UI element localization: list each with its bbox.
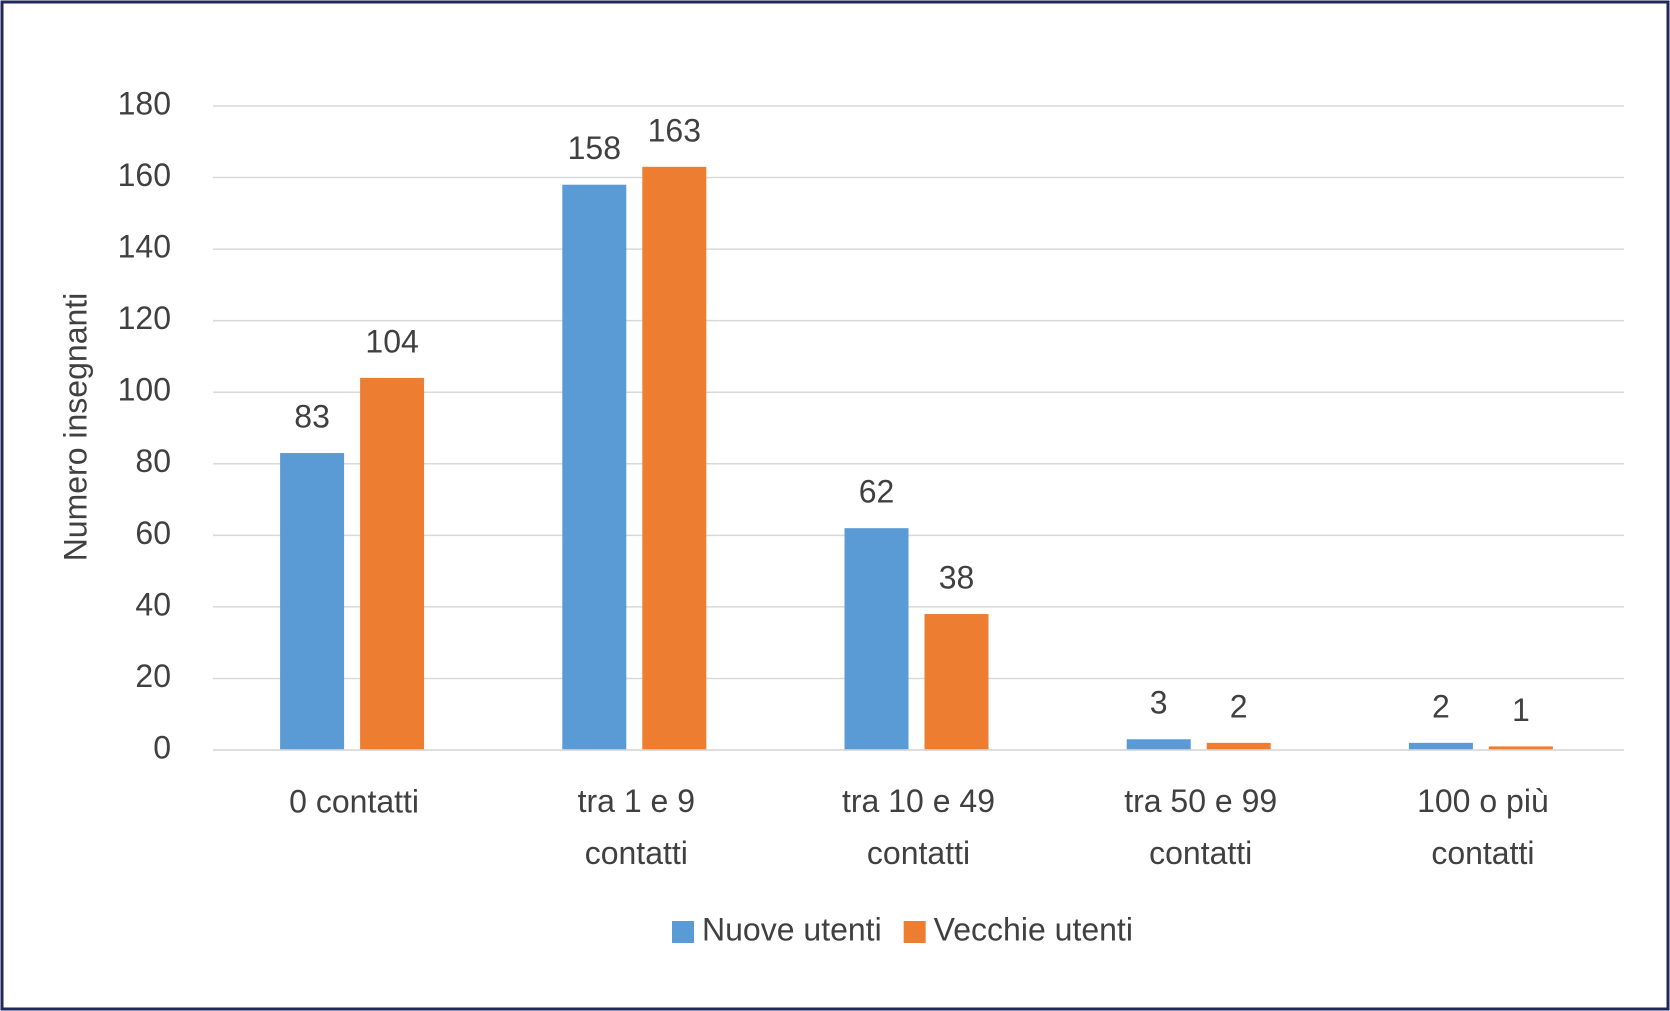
legend-label: Vecchie utenti — [934, 911, 1133, 947]
bar — [642, 166, 707, 751]
y-tick-label: 0 — [153, 729, 171, 765]
y-tick-label: 120 — [118, 300, 171, 336]
bar — [844, 528, 909, 750]
legend-label: Nuove utenti — [702, 911, 882, 947]
data-label: 1 — [1512, 692, 1530, 728]
x-tick-label: tra 10 e 49 contatti — [842, 783, 995, 871]
bar — [1408, 742, 1473, 750]
data-label: 83 — [294, 398, 330, 434]
bar — [924, 614, 989, 750]
y-tick-label: 180 — [118, 85, 171, 121]
y-tick-label: 40 — [135, 586, 171, 622]
x-tick-label: 0 contatti — [289, 783, 419, 819]
x-tick-label: 100 o più contatti — [1417, 783, 1549, 871]
y-tick-label: 160 — [118, 157, 171, 193]
y-tick-label: 80 — [135, 443, 171, 479]
legend-swatch — [903, 921, 926, 943]
data-label: 2 — [1230, 688, 1248, 724]
y-tick-label: 140 — [118, 229, 171, 265]
bar — [280, 453, 345, 750]
bar — [562, 184, 627, 750]
data-label: 158 — [568, 130, 621, 166]
data-label: 3 — [1150, 685, 1168, 721]
data-label: 104 — [365, 323, 418, 359]
y-axis-title: Numero insegnanti — [57, 293, 93, 562]
bar — [1488, 746, 1553, 750]
bar — [360, 377, 425, 750]
legend-swatch — [672, 921, 694, 943]
bar — [1206, 742, 1271, 750]
data-label: 38 — [939, 559, 975, 595]
bar — [1126, 739, 1191, 750]
y-tick-label: 100 — [118, 372, 171, 408]
data-label: 62 — [859, 474, 895, 510]
data-label: 163 — [648, 112, 701, 148]
x-tick-label: tra 50 e 99 contatti — [1124, 783, 1277, 871]
data-label: 2 — [1432, 688, 1450, 724]
y-tick-label: 20 — [135, 658, 171, 694]
y-tick-label: 60 — [135, 515, 171, 551]
x-tick-label: tra 1 e 9 contatti — [578, 783, 695, 871]
